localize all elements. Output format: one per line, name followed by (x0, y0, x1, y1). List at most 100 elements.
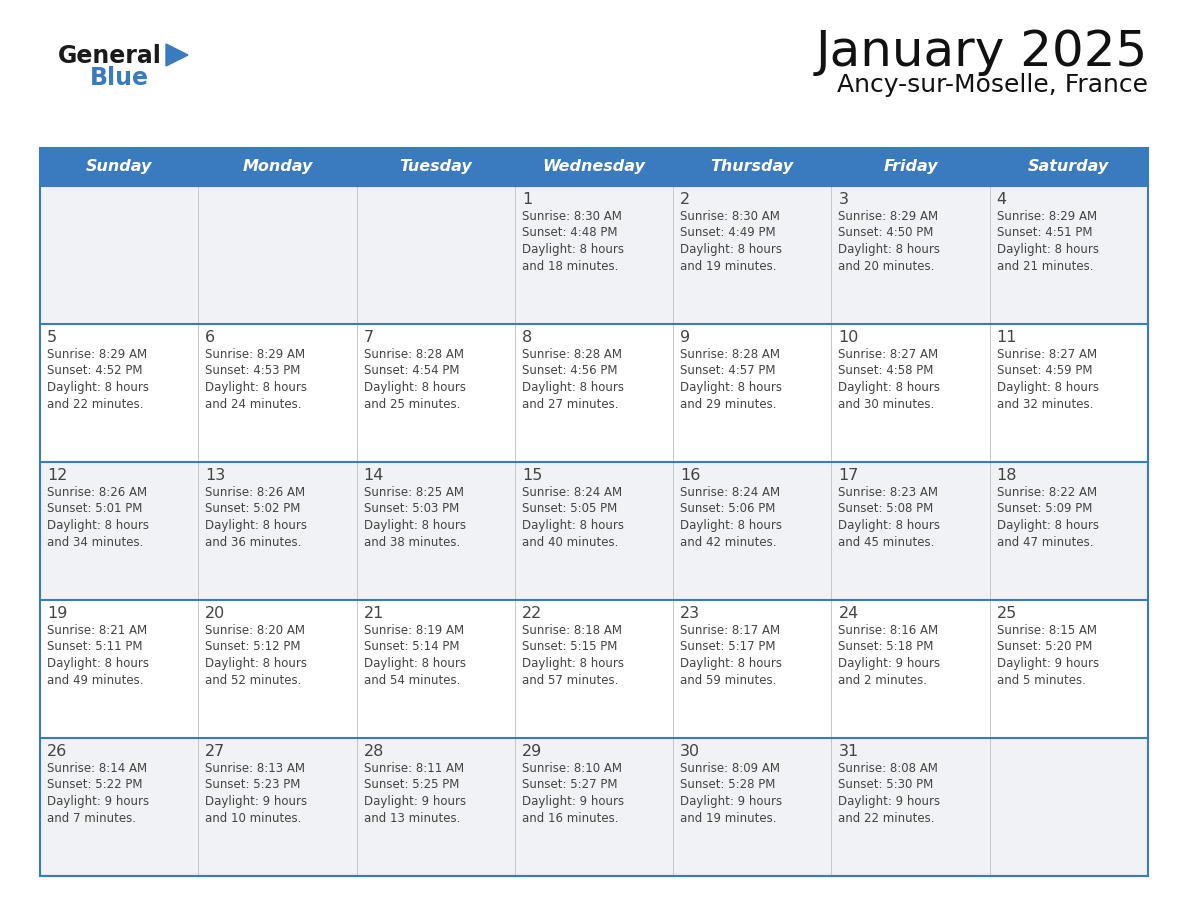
Text: Sunrise: 8:27 AM: Sunrise: 8:27 AM (839, 348, 939, 361)
Text: Sunrise: 8:21 AM: Sunrise: 8:21 AM (48, 624, 147, 637)
Text: 16: 16 (681, 468, 701, 483)
Text: and 7 minutes.: and 7 minutes. (48, 812, 135, 824)
Text: and 21 minutes.: and 21 minutes. (997, 260, 1093, 273)
Text: Sunset: 5:05 PM: Sunset: 5:05 PM (522, 502, 617, 516)
Text: Sunset: 5:27 PM: Sunset: 5:27 PM (522, 778, 618, 791)
Text: 2: 2 (681, 192, 690, 207)
Text: and 5 minutes.: and 5 minutes. (997, 674, 1086, 687)
Text: Sunset: 4:53 PM: Sunset: 4:53 PM (206, 364, 301, 377)
Text: Monday: Monday (242, 160, 312, 174)
Text: Sunrise: 8:27 AM: Sunrise: 8:27 AM (997, 348, 1097, 361)
Text: 18: 18 (997, 468, 1017, 483)
Text: Sunrise: 8:22 AM: Sunrise: 8:22 AM (997, 486, 1097, 499)
Text: Sunrise: 8:15 AM: Sunrise: 8:15 AM (997, 624, 1097, 637)
Text: Daylight: 8 hours: Daylight: 8 hours (997, 519, 1099, 532)
Text: Sunrise: 8:25 AM: Sunrise: 8:25 AM (364, 486, 463, 499)
Text: Sunset: 5:25 PM: Sunset: 5:25 PM (364, 778, 459, 791)
Text: General: General (58, 44, 162, 68)
Text: Sunrise: 8:16 AM: Sunrise: 8:16 AM (839, 624, 939, 637)
Text: 7: 7 (364, 330, 374, 345)
Text: Daylight: 8 hours: Daylight: 8 hours (522, 657, 624, 670)
Text: and 45 minutes.: and 45 minutes. (839, 535, 935, 548)
Text: 6: 6 (206, 330, 215, 345)
Text: and 40 minutes.: and 40 minutes. (522, 535, 618, 548)
Text: and 24 minutes.: and 24 minutes. (206, 397, 302, 410)
Text: Sunrise: 8:29 AM: Sunrise: 8:29 AM (206, 348, 305, 361)
Text: Sunrise: 8:28 AM: Sunrise: 8:28 AM (522, 348, 621, 361)
Text: 9: 9 (681, 330, 690, 345)
Text: Sunrise: 8:24 AM: Sunrise: 8:24 AM (681, 486, 781, 499)
Text: Daylight: 8 hours: Daylight: 8 hours (522, 381, 624, 394)
Text: Daylight: 9 hours: Daylight: 9 hours (364, 795, 466, 808)
Text: Wednesday: Wednesday (543, 160, 645, 174)
Text: and 19 minutes.: and 19 minutes. (681, 260, 777, 273)
Text: Sunset: 5:03 PM: Sunset: 5:03 PM (364, 502, 459, 516)
Text: Sunset: 4:56 PM: Sunset: 4:56 PM (522, 364, 618, 377)
Text: Daylight: 8 hours: Daylight: 8 hours (681, 519, 782, 532)
Text: Blue: Blue (90, 66, 148, 90)
Text: Sunset: 5:15 PM: Sunset: 5:15 PM (522, 641, 618, 654)
Text: and 54 minutes.: and 54 minutes. (364, 674, 460, 687)
Bar (40, 324, 1148, 462)
Text: Sunset: 4:49 PM: Sunset: 4:49 PM (681, 227, 776, 240)
Text: and 36 minutes.: and 36 minutes. (206, 535, 302, 548)
Text: Sunrise: 8:26 AM: Sunrise: 8:26 AM (206, 486, 305, 499)
Bar (40, 186, 1148, 324)
Text: Daylight: 8 hours: Daylight: 8 hours (997, 243, 1099, 256)
Text: Sunset: 5:17 PM: Sunset: 5:17 PM (681, 641, 776, 654)
Text: Sunset: 4:50 PM: Sunset: 4:50 PM (839, 227, 934, 240)
Text: Sunset: 5:02 PM: Sunset: 5:02 PM (206, 502, 301, 516)
Text: Sunrise: 8:08 AM: Sunrise: 8:08 AM (839, 762, 939, 775)
Text: Sunset: 5:20 PM: Sunset: 5:20 PM (997, 641, 1092, 654)
Text: Sunrise: 8:20 AM: Sunrise: 8:20 AM (206, 624, 305, 637)
Text: Sunset: 4:58 PM: Sunset: 4:58 PM (839, 364, 934, 377)
Text: Sunrise: 8:28 AM: Sunrise: 8:28 AM (681, 348, 781, 361)
Text: Sunrise: 8:09 AM: Sunrise: 8:09 AM (681, 762, 781, 775)
Text: Sunrise: 8:10 AM: Sunrise: 8:10 AM (522, 762, 621, 775)
Text: Daylight: 8 hours: Daylight: 8 hours (522, 519, 624, 532)
Text: and 57 minutes.: and 57 minutes. (522, 674, 618, 687)
Text: and 27 minutes.: and 27 minutes. (522, 397, 619, 410)
Text: Sunset: 5:23 PM: Sunset: 5:23 PM (206, 778, 301, 791)
Text: Daylight: 9 hours: Daylight: 9 hours (48, 795, 150, 808)
Text: Sunset: 4:59 PM: Sunset: 4:59 PM (997, 364, 1092, 377)
Text: Daylight: 9 hours: Daylight: 9 hours (206, 795, 308, 808)
Text: Sunday: Sunday (86, 160, 152, 174)
Text: and 16 minutes.: and 16 minutes. (522, 812, 619, 824)
Text: Sunset: 5:01 PM: Sunset: 5:01 PM (48, 502, 143, 516)
Text: Sunset: 5:08 PM: Sunset: 5:08 PM (839, 502, 934, 516)
Text: and 20 minutes.: and 20 minutes. (839, 260, 935, 273)
Text: Sunset: 5:11 PM: Sunset: 5:11 PM (48, 641, 143, 654)
Text: Daylight: 8 hours: Daylight: 8 hours (206, 381, 308, 394)
Polygon shape (166, 44, 188, 66)
Text: and 22 minutes.: and 22 minutes. (839, 812, 935, 824)
Text: Daylight: 8 hours: Daylight: 8 hours (839, 519, 941, 532)
Text: 22: 22 (522, 606, 542, 621)
Text: Daylight: 8 hours: Daylight: 8 hours (364, 381, 466, 394)
Text: 24: 24 (839, 606, 859, 621)
Text: Daylight: 8 hours: Daylight: 8 hours (206, 519, 308, 532)
Text: Sunset: 5:22 PM: Sunset: 5:22 PM (48, 778, 143, 791)
Text: 11: 11 (997, 330, 1017, 345)
Text: 17: 17 (839, 468, 859, 483)
Text: 3: 3 (839, 192, 848, 207)
Text: Sunrise: 8:30 AM: Sunrise: 8:30 AM (522, 210, 621, 223)
Text: Tuesday: Tuesday (399, 160, 472, 174)
Text: Daylight: 9 hours: Daylight: 9 hours (839, 657, 941, 670)
Text: Daylight: 8 hours: Daylight: 8 hours (206, 657, 308, 670)
Text: 4: 4 (997, 192, 1007, 207)
Text: Sunset: 4:48 PM: Sunset: 4:48 PM (522, 227, 618, 240)
Text: and 59 minutes.: and 59 minutes. (681, 674, 777, 687)
Bar (40, 148, 1148, 876)
Text: Daylight: 9 hours: Daylight: 9 hours (522, 795, 624, 808)
Text: Sunset: 4:54 PM: Sunset: 4:54 PM (364, 364, 459, 377)
Text: and 38 minutes.: and 38 minutes. (364, 535, 460, 548)
Text: and 13 minutes.: and 13 minutes. (364, 812, 460, 824)
Text: and 47 minutes.: and 47 minutes. (997, 535, 1093, 548)
Text: Daylight: 8 hours: Daylight: 8 hours (997, 381, 1099, 394)
Text: 5: 5 (48, 330, 57, 345)
Text: and 32 minutes.: and 32 minutes. (997, 397, 1093, 410)
Text: Daylight: 9 hours: Daylight: 9 hours (997, 657, 1099, 670)
Text: 27: 27 (206, 744, 226, 759)
Text: Sunrise: 8:24 AM: Sunrise: 8:24 AM (522, 486, 623, 499)
